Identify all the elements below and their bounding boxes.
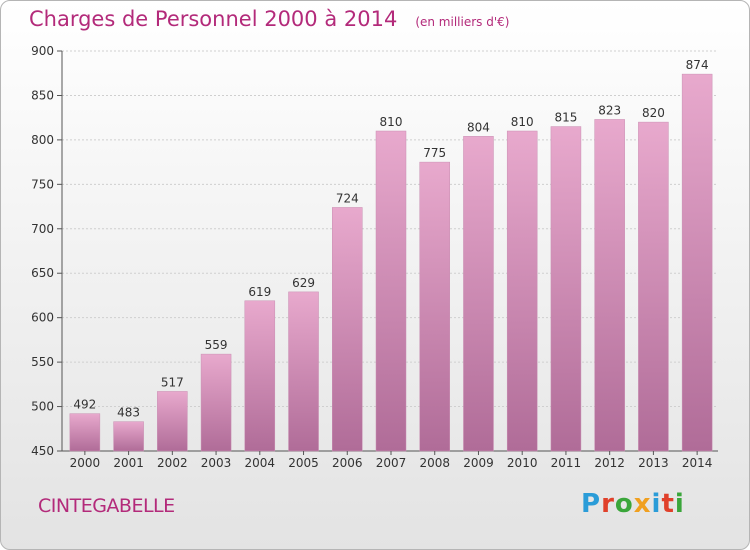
y-tick-label: 700 [31,222,54,236]
x-tick-label-2002: 2002 [157,456,188,470]
data-label-2002: 517 [161,375,184,389]
logo-letter: t [661,489,675,519]
bar-2012 [594,119,625,452]
y-tick-label: 450 [31,444,54,458]
bar-2007 [375,130,407,452]
y-tick-label: 500 [31,400,54,414]
data-label-2014: 874 [686,58,709,72]
bar-2014 [681,73,713,452]
x-tick-label-2003: 2003 [201,456,232,470]
x-tick-label-2008: 2008 [419,456,450,470]
x-tick-label-2014: 2014 [682,456,713,470]
x-tick-label-2001: 2001 [113,456,144,470]
chart-title: Charges de Personnel 2000 à 2014 (en mill… [29,7,509,31]
data-label-2000: 492 [73,398,96,412]
logo-letter: i [674,489,685,519]
y-tick-label: 650 [31,266,54,280]
x-tick-label-2013: 2013 [638,456,669,470]
bar-2008 [419,161,450,452]
data-label-2008: 775 [423,146,446,160]
data-label-2010: 810 [511,115,534,129]
logo-letter: i [651,489,662,519]
x-tick-label-2006: 2006 [332,456,363,470]
y-tick-label: 800 [31,133,54,147]
y-tick-label: 600 [31,311,54,325]
commune-name: CINTEGABELLE [38,495,175,517]
x-tick-label-2004: 2004 [245,456,276,470]
x-tick-label-2007: 2007 [376,456,407,470]
logo-letter: x [633,489,652,519]
x-tick-label-2012: 2012 [594,456,625,470]
bar-2002 [157,391,188,452]
chart-unit-label: (en milliers d'€) [415,15,510,29]
x-tick-label-2011: 2011 [551,456,582,470]
bar-2005 [288,291,319,452]
x-tick-label-2010: 2010 [507,456,538,470]
y-tick-label: 550 [31,355,54,369]
proxiti-logo: Proxiti [581,489,685,519]
y-tick-label: 850 [31,88,54,102]
bar-2001 [113,421,144,452]
bar-2011 [550,126,582,452]
data-label-2007: 810 [380,115,403,129]
bar-2000 [69,413,101,452]
data-label-2001: 483 [117,406,140,420]
bar-2003 [200,353,232,452]
x-tick-label-2009: 2009 [463,456,494,470]
bar-2013 [638,121,669,452]
logo-letter: r [601,489,615,519]
logo-letter: o [614,489,634,519]
x-tick-label-2005: 2005 [288,456,319,470]
data-label-2003: 559 [205,338,228,352]
bar-2006 [332,207,363,452]
data-label-2005: 629 [292,276,315,290]
bar-2009 [463,136,494,452]
data-label-2012: 823 [598,103,621,117]
x-tick-label-2000: 2000 [70,456,101,470]
y-tick-label: 750 [31,177,54,191]
data-label-2009: 804 [467,120,490,134]
data-label-2011: 815 [554,111,577,125]
bar-2004 [244,300,276,452]
data-label-2013: 820 [642,106,665,120]
logo-letter: P [581,489,602,519]
chart-title-text: Charges de Personnel 2000 à 2014 [29,7,398,31]
bar-2010 [506,130,538,452]
data-label-2004: 619 [248,285,271,299]
data-label-2006: 724 [336,191,359,205]
y-tick-label: 900 [31,44,54,58]
